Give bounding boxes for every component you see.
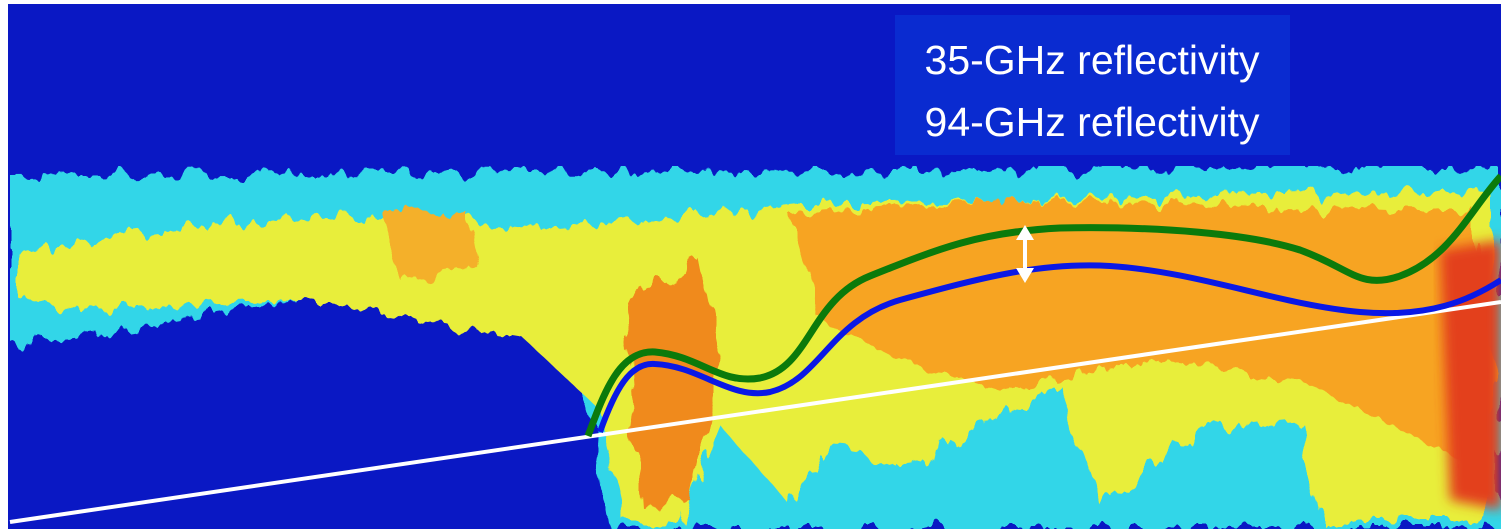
legend-label: 35-GHz reflectivity [925, 37, 1260, 83]
curve-35ghz [584, 173, 1501, 438]
legend-box [895, 15, 1290, 155]
cloud-orange [790, 200, 1480, 470]
left-border [0, 0, 8, 529]
cloud-red [1440, 240, 1501, 510]
cloud-orange-streak [625, 260, 720, 505]
curve-94ghz [597, 262, 1501, 434]
legend-label: 94-GHz reflectivity [925, 99, 1260, 145]
cloud-orange-left [380, 210, 480, 280]
difference-arrow [1016, 225, 1034, 283]
cloud [10, 166, 1501, 529]
reference-line [9, 300, 1501, 524]
top-border [0, 0, 1501, 4]
